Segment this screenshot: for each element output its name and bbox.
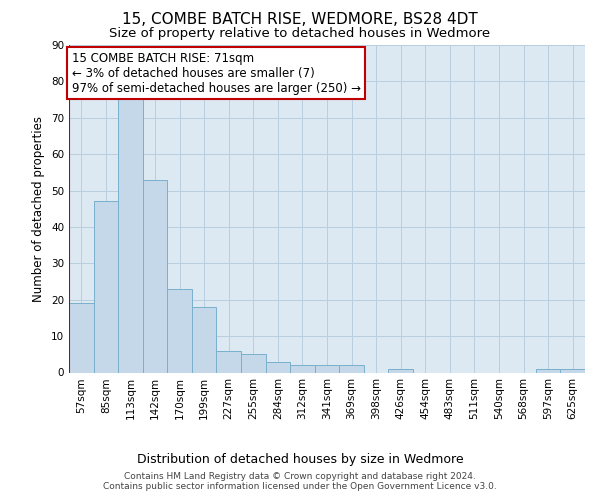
Text: 15 COMBE BATCH RISE: 71sqm
← 3% of detached houses are smaller (7)
97% of semi-d: 15 COMBE BATCH RISE: 71sqm ← 3% of detac… — [71, 52, 361, 94]
Bar — [290, 365, 315, 372]
Bar — [315, 365, 339, 372]
Text: 15, COMBE BATCH RISE, WEDMORE, BS28 4DT: 15, COMBE BATCH RISE, WEDMORE, BS28 4DT — [122, 12, 478, 28]
Bar — [241, 354, 266, 372]
Bar — [69, 304, 94, 372]
Y-axis label: Number of detached properties: Number of detached properties — [32, 116, 46, 302]
Bar — [217, 350, 241, 372]
Bar — [339, 365, 364, 372]
Bar — [94, 202, 118, 372]
Bar — [167, 289, 192, 372]
Bar — [143, 180, 167, 372]
Bar — [388, 369, 413, 372]
Text: Distribution of detached houses by size in Wedmore: Distribution of detached houses by size … — [137, 452, 463, 466]
Text: Contains HM Land Registry data © Crown copyright and database right 2024.
Contai: Contains HM Land Registry data © Crown c… — [103, 472, 497, 491]
Bar — [536, 369, 560, 372]
Bar — [266, 362, 290, 372]
Bar — [118, 96, 143, 372]
Bar — [192, 307, 217, 372]
Text: Size of property relative to detached houses in Wedmore: Size of property relative to detached ho… — [109, 28, 491, 40]
Bar — [560, 369, 585, 372]
